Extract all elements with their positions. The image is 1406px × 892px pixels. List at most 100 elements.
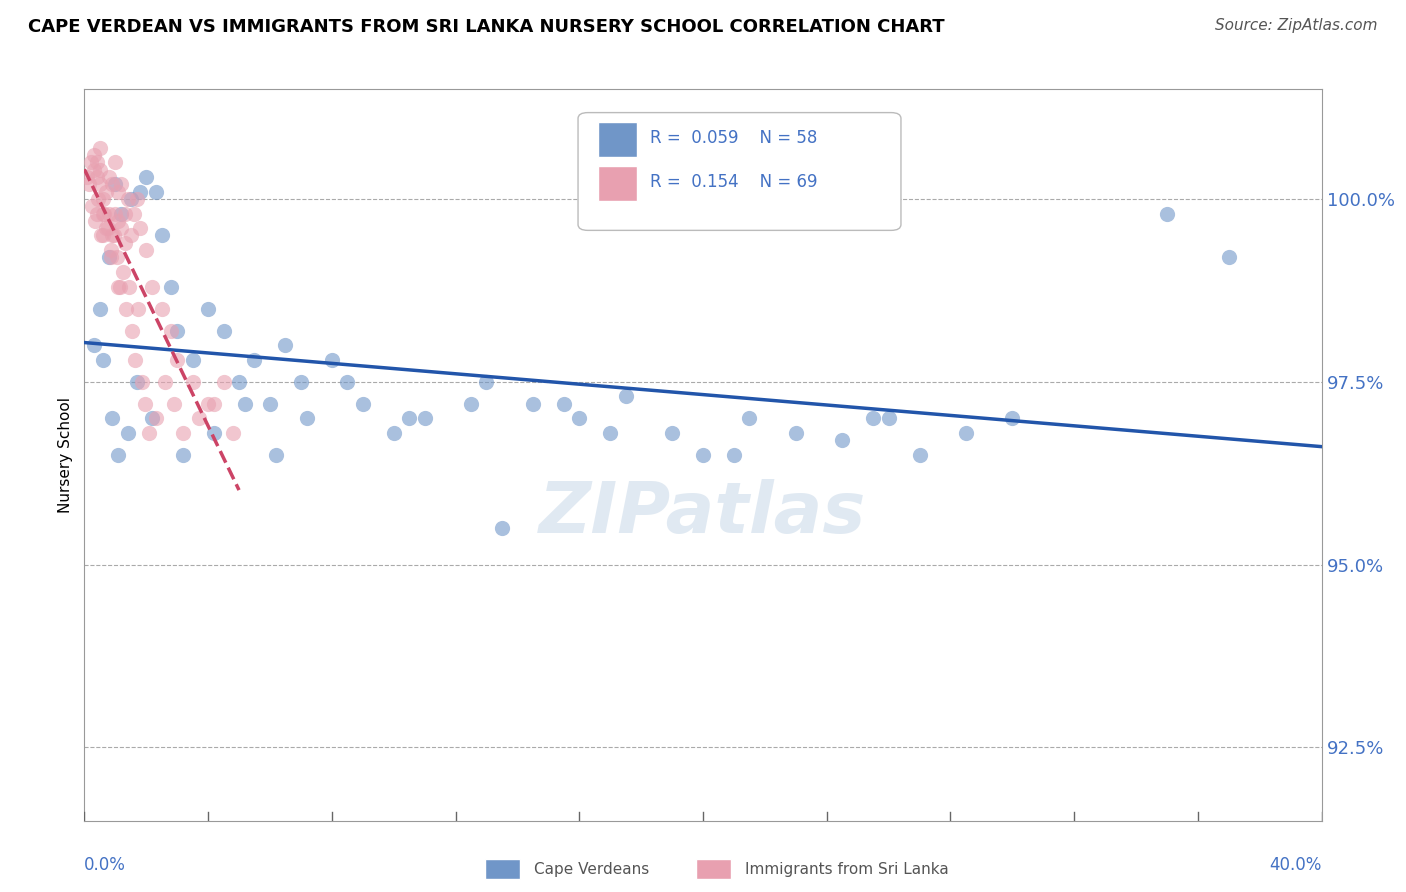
Point <box>83 338 105 352</box>
Point <box>553 397 575 411</box>
Point <box>460 397 482 411</box>
Point <box>692 448 714 462</box>
Point <box>352 397 374 411</box>
Point <box>160 279 183 293</box>
Point <box>91 352 114 367</box>
Point <box>398 411 420 425</box>
Text: Cape Verdeans: Cape Verdeans <box>534 863 650 877</box>
Point <box>141 279 163 293</box>
Point <box>128 301 150 316</box>
Point <box>124 352 146 367</box>
Point <box>100 243 122 257</box>
Point <box>166 352 188 367</box>
Point <box>89 141 111 155</box>
Point <box>413 411 436 425</box>
Point <box>181 375 204 389</box>
Point <box>91 228 114 243</box>
Point <box>1218 251 1240 265</box>
Point <box>79 155 101 169</box>
Point <box>89 178 111 192</box>
Point <box>120 192 142 206</box>
Point <box>197 301 219 316</box>
Text: Source: ZipAtlas.com: Source: ZipAtlas.com <box>1215 18 1378 33</box>
Point <box>955 425 977 440</box>
Point <box>336 375 359 389</box>
Point <box>568 411 591 425</box>
Point <box>153 375 176 389</box>
Point <box>228 375 250 389</box>
Point <box>614 389 637 403</box>
Point <box>94 221 117 235</box>
Point <box>145 411 167 425</box>
FancyBboxPatch shape <box>578 112 901 230</box>
Text: CAPE VERDEAN VS IMMIGRANTS FROM SRI LANKA NURSERY SCHOOL CORRELATION CHART: CAPE VERDEAN VS IMMIGRANTS FROM SRI LANK… <box>28 18 945 36</box>
Point <box>112 265 135 279</box>
Point <box>160 324 183 338</box>
Point <box>103 228 125 243</box>
Point <box>120 228 142 243</box>
Text: R =  0.154    N = 69: R = 0.154 N = 69 <box>650 173 817 191</box>
Point <box>321 352 343 367</box>
Point <box>1001 411 1024 425</box>
Point <box>84 214 107 228</box>
Point <box>125 192 148 206</box>
Y-axis label: Nursery School: Nursery School <box>58 397 73 513</box>
Point <box>98 169 121 184</box>
Point <box>129 185 152 199</box>
Point <box>108 279 131 293</box>
Point <box>114 235 136 250</box>
Point <box>290 375 312 389</box>
Point <box>83 148 105 162</box>
Point <box>118 279 141 293</box>
Point <box>100 251 122 265</box>
Point <box>114 206 136 220</box>
Point <box>86 206 108 220</box>
Point <box>105 251 128 265</box>
Point <box>101 411 124 425</box>
Point <box>259 397 281 411</box>
Point <box>172 425 194 440</box>
Point <box>107 185 129 199</box>
Point <box>197 397 219 411</box>
Point <box>145 185 167 199</box>
Point <box>93 206 115 220</box>
Point <box>134 397 156 411</box>
Point <box>101 228 124 243</box>
Point <box>91 206 114 220</box>
Point <box>212 375 235 389</box>
Point <box>599 425 621 440</box>
Point <box>86 169 108 184</box>
Point <box>107 279 129 293</box>
Point <box>202 425 225 440</box>
Text: ZIPatlas: ZIPatlas <box>540 479 866 548</box>
Point <box>76 169 98 184</box>
Point <box>243 352 266 367</box>
Point <box>86 155 108 169</box>
Point <box>77 178 100 192</box>
Point <box>110 221 132 235</box>
Point <box>264 448 287 462</box>
Text: Immigrants from Sri Lanka: Immigrants from Sri Lanka <box>745 863 949 877</box>
Point <box>475 375 498 389</box>
Point <box>661 425 683 440</box>
Point <box>117 425 139 440</box>
Point <box>117 192 139 206</box>
Point <box>90 228 112 243</box>
Point <box>233 397 256 411</box>
Point <box>785 425 807 440</box>
Point <box>274 338 297 352</box>
Text: R =  0.059    N = 58: R = 0.059 N = 58 <box>650 129 817 147</box>
Point <box>163 397 186 411</box>
FancyBboxPatch shape <box>598 122 637 157</box>
Point <box>212 324 235 338</box>
Point <box>91 192 114 206</box>
Point <box>83 162 105 177</box>
Point <box>131 375 153 389</box>
Text: 0.0%: 0.0% <box>84 856 127 874</box>
Point <box>522 397 544 411</box>
Point <box>104 206 127 220</box>
Point <box>908 448 931 462</box>
Point <box>135 169 157 184</box>
Point <box>150 301 173 316</box>
Point <box>202 397 225 411</box>
